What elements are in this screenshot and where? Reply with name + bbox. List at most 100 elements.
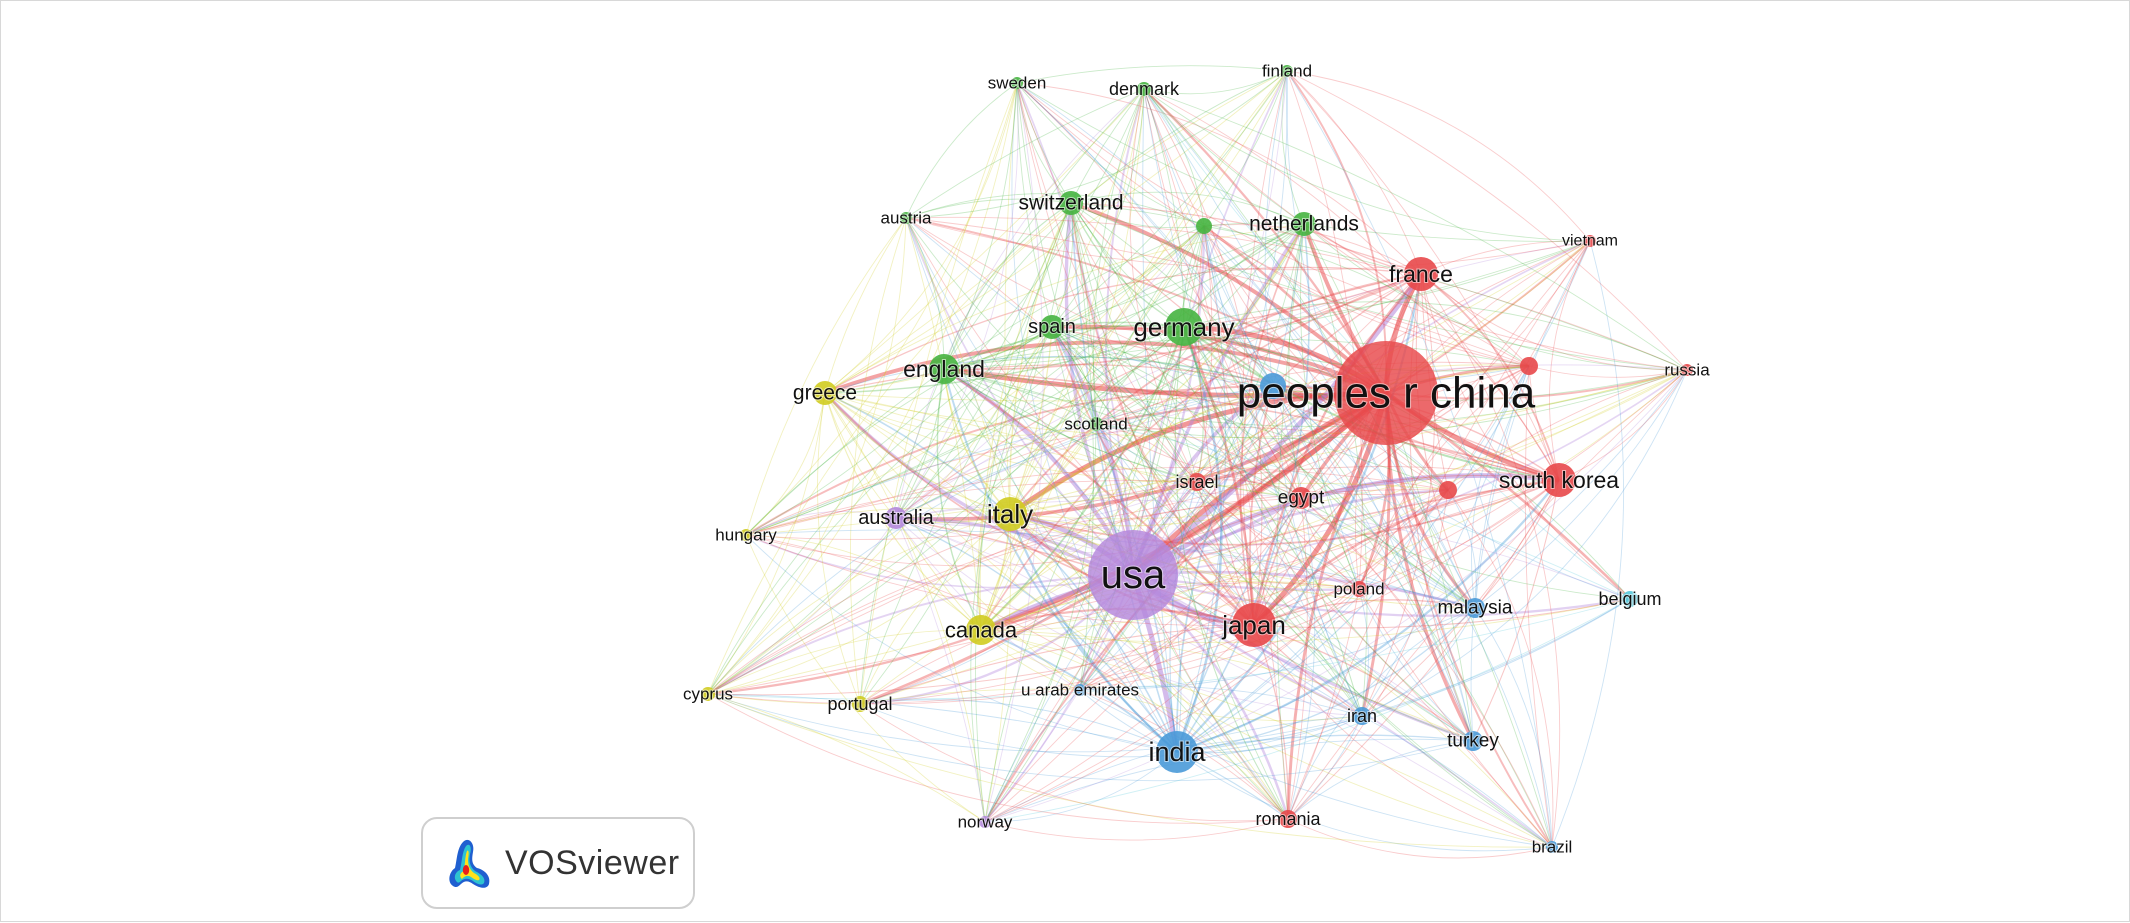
link-greece-norway [824, 392, 986, 823]
label-south-korea[interactable]: south korea [1498, 466, 1620, 494]
node-cyprus[interactable] [701, 687, 715, 701]
label-greece[interactable]: greece [792, 381, 858, 406]
label-france[interactable]: france [1388, 260, 1454, 288]
node-greece[interactable] [813, 381, 837, 405]
label-scotland[interactable]: scotland [1063, 414, 1128, 435]
label-japan[interactable]: japan [1220, 609, 1287, 641]
node-germany[interactable] [1165, 308, 1203, 346]
label-norway[interactable]: norway [957, 812, 1014, 833]
link-india-egypt [1176, 497, 1302, 753]
label-egypt[interactable]: egypt [1277, 487, 1326, 510]
label-iran[interactable]: iran [1346, 705, 1378, 727]
node-brazil[interactable] [1546, 841, 1558, 853]
label-sweden[interactable]: sweden [987, 73, 1048, 94]
label-england[interactable]: england [902, 355, 986, 383]
label-austria[interactable]: austria [879, 208, 933, 229]
node-turkey[interactable] [1463, 731, 1483, 751]
node-austria[interactable] [900, 212, 912, 224]
label-india[interactable]: india [1147, 736, 1207, 768]
node-vietnam[interactable] [1584, 235, 1596, 247]
link-australia-sweden [895, 82, 1019, 519]
node-unlabeled-green[interactable] [1196, 218, 1212, 234]
node-iran[interactable] [1353, 707, 1371, 725]
node-unlabeled-blue[interactable] [1260, 373, 1286, 399]
node-u-arab-emirates[interactable] [1074, 684, 1086, 696]
link-france-brazil [1420, 273, 1561, 848]
label-germany[interactable]: germany [1132, 311, 1235, 343]
node-hungary[interactable] [740, 529, 752, 541]
label-switzerland[interactable]: switzerland [1017, 191, 1124, 216]
label-spain[interactable]: spain [1027, 315, 1077, 339]
node-denmark[interactable] [1137, 82, 1151, 96]
node-romania[interactable] [1279, 810, 1297, 828]
node-norway[interactable] [979, 816, 991, 828]
label-denmark[interactable]: denmark [1108, 78, 1181, 100]
label-netherlands[interactable]: netherlands [1248, 212, 1360, 237]
node-egypt[interactable] [1290, 487, 1312, 509]
link-brazil-unlabeled-blue [1272, 385, 1553, 848]
label-belgium[interactable]: belgium [1597, 588, 1662, 610]
link-portugal-vietnam [859, 240, 1591, 705]
link-cyprus-scotland [707, 423, 1097, 695]
link-france-russia [1420, 273, 1688, 371]
link-australia-malaysia [895, 517, 1476, 609]
node-poland[interactable] [1351, 581, 1367, 597]
node-israel[interactable] [1188, 473, 1206, 491]
node-switzerland[interactable] [1059, 191, 1083, 215]
label-romania[interactable]: romania [1254, 808, 1322, 830]
node-australia[interactable] [885, 507, 907, 529]
label-finland[interactable]: finland [1261, 61, 1313, 82]
node-unlabeled-red-2[interactable] [1439, 481, 1457, 499]
node-netherlands[interactable] [1292, 212, 1316, 236]
link-greece-brazil [824, 392, 1553, 848]
link-spain-norway [970, 326, 1053, 823]
node-india[interactable] [1156, 731, 1198, 773]
node-malaysia[interactable] [1465, 598, 1485, 618]
node-canada[interactable] [966, 615, 996, 645]
label-vietnam[interactable]: vietnam [1561, 232, 1619, 251]
link-germany-romania [1174, 326, 1289, 820]
label-italy[interactable]: italy [986, 498, 1034, 530]
node-italy[interactable] [993, 497, 1027, 531]
link-england-russia [943, 368, 1688, 427]
link-japan-austria [905, 217, 1255, 626]
label-u-arab-emirates[interactable]: u arab emirates [1020, 680, 1140, 701]
node-spain[interactable] [1040, 315, 1064, 339]
label-russia[interactable]: russia [1663, 360, 1711, 381]
node-scotland[interactable] [1089, 417, 1103, 431]
node-china[interactable] [1334, 341, 1438, 445]
label-canada[interactable]: canada [944, 617, 1019, 644]
link-switzerland-cyprus [707, 202, 1072, 695]
node-france[interactable] [1404, 257, 1438, 291]
node-japan[interactable] [1232, 603, 1276, 647]
link-canada-switzerland [979, 202, 1072, 631]
node-sweden[interactable] [1011, 77, 1023, 89]
label-cyprus[interactable]: cyprus [682, 684, 734, 705]
vosviewer-logo: VOSviewer [421, 817, 695, 909]
label-israel[interactable]: israel [1174, 471, 1219, 493]
link-belgium-unlabeled-blue [1272, 385, 1631, 600]
label-poland[interactable]: poland [1332, 579, 1385, 600]
node-usa[interactable] [1088, 530, 1178, 620]
node-russia[interactable] [1681, 364, 1693, 376]
label-australia[interactable]: australia [857, 506, 935, 530]
label-malaysia[interactable]: malaysia [1437, 597, 1514, 620]
node-portugal[interactable] [852, 696, 868, 712]
link-italy-hungary [745, 507, 1011, 536]
link-finland-unlabeled-green [1203, 70, 1288, 227]
node-belgium[interactable] [1622, 591, 1638, 607]
label-brazil[interactable]: brazil [1531, 837, 1574, 858]
node-unlabeled-red-1[interactable] [1520, 357, 1538, 375]
node-england[interactable] [929, 354, 959, 384]
label-turkey[interactable]: turkey [1446, 730, 1500, 753]
link-japan-norway [984, 624, 1255, 823]
label-usa[interactable]: usa [1100, 552, 1167, 598]
label-china[interactable]: peoples r china [1236, 368, 1537, 419]
link-greece-hungary [745, 392, 826, 536]
label-hungary[interactable]: hungary [714, 525, 778, 546]
node-south-korea[interactable] [1542, 463, 1576, 497]
node-finland[interactable] [1281, 65, 1293, 77]
label-portugal[interactable]: portugal [826, 693, 893, 715]
link-canada-unlabeled-green [980, 225, 1205, 631]
link-israel-hungary [745, 480, 1198, 536]
